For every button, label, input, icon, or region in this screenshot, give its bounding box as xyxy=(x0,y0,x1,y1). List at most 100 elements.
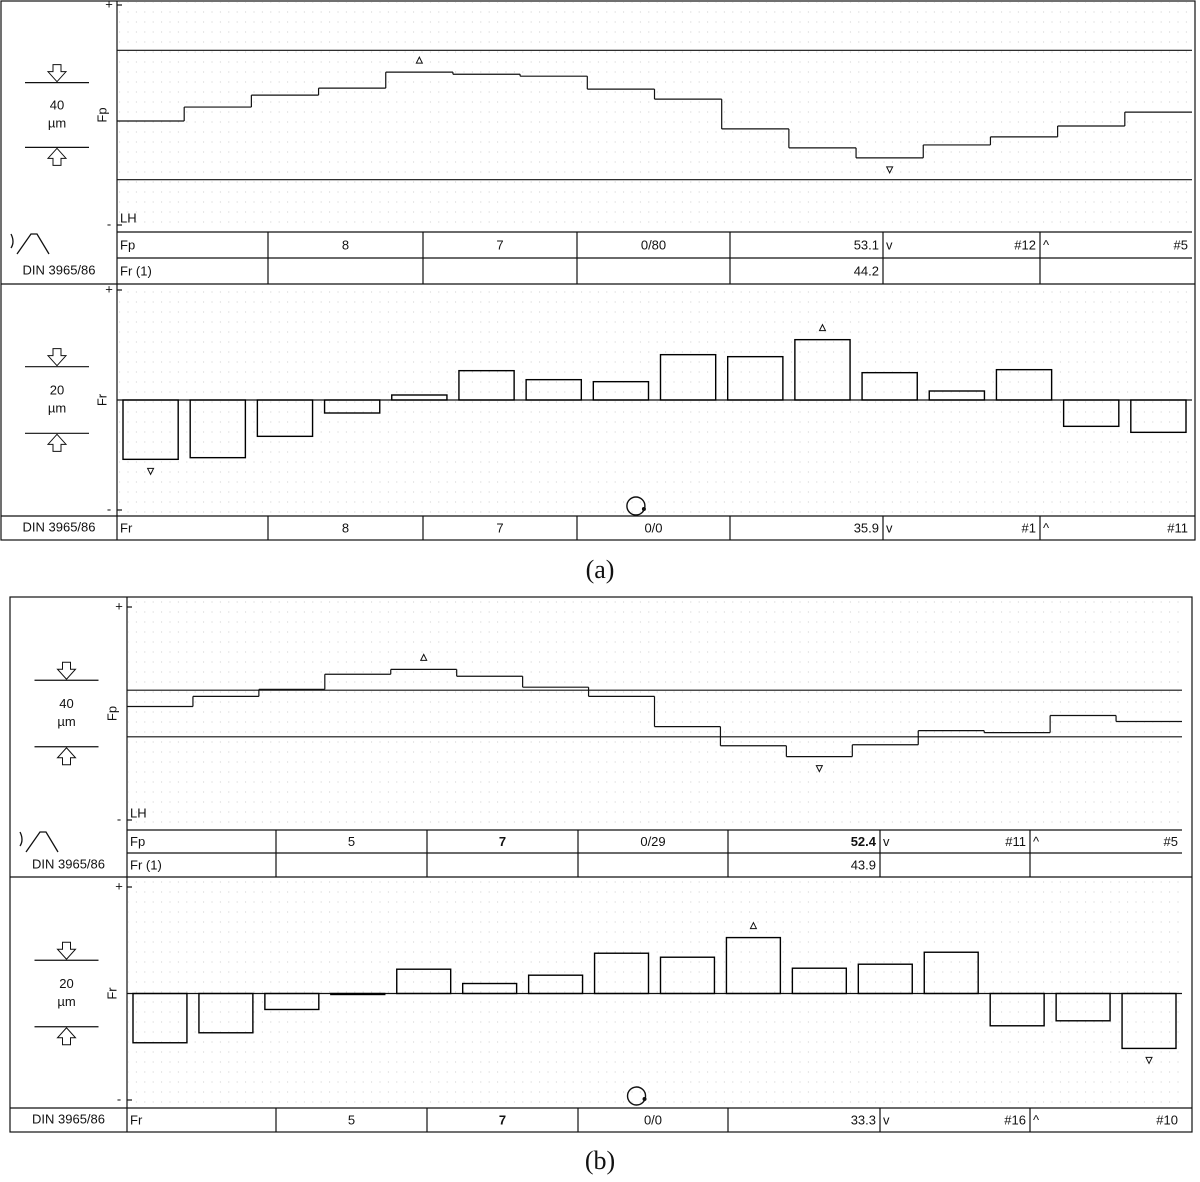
table-cell: 7 xyxy=(499,1112,506,1127)
table-cell: Fr xyxy=(120,520,133,535)
bar xyxy=(659,353,717,401)
table-cell: #1 xyxy=(1022,520,1036,535)
bar xyxy=(256,399,314,438)
panel-frame xyxy=(9,596,1193,1133)
scale-unit: µm xyxy=(48,115,66,130)
table-cell: 5 xyxy=(348,1112,355,1127)
scale-arrow xyxy=(56,747,77,766)
table-cell: Fr xyxy=(130,1112,143,1127)
bar xyxy=(725,936,782,995)
min-marker xyxy=(815,765,824,773)
scale-arrow xyxy=(46,64,68,83)
table-cell: #12 xyxy=(1014,237,1036,252)
standard-label: DIN 3965/86 xyxy=(32,856,105,871)
bar xyxy=(726,355,784,401)
table-cell: #11 xyxy=(1005,834,1026,849)
bar xyxy=(857,963,913,995)
panel-frame xyxy=(0,0,1196,541)
max-marker xyxy=(749,921,758,930)
bar xyxy=(1130,399,1187,434)
caption: (b) xyxy=(585,1146,615,1175)
max-marker xyxy=(419,653,428,661)
scale-value: 20 xyxy=(50,382,64,397)
bar xyxy=(198,992,254,1034)
scale-arrow xyxy=(56,941,77,960)
table-cell: 33.3 xyxy=(851,1112,876,1127)
scale-value: 40 xyxy=(50,97,64,112)
table-cell: 44.2 xyxy=(854,263,879,278)
axis-label: Fr xyxy=(94,393,109,406)
bar xyxy=(791,967,848,995)
table-cell: 0/0 xyxy=(644,520,662,535)
y-tick-label: + xyxy=(115,878,123,893)
axis-label: Fp xyxy=(94,107,109,122)
standard-label: DIN 3965/86 xyxy=(23,519,96,534)
caption: (a) xyxy=(586,555,615,584)
filter-symbol xyxy=(10,233,50,255)
table-cell: ^ xyxy=(1043,520,1050,535)
standard-label: DIN 3965/86 xyxy=(32,1111,105,1126)
table-cell: ^ xyxy=(1033,1112,1040,1127)
y-tick-label: - xyxy=(107,216,111,231)
bar xyxy=(396,968,452,995)
bar xyxy=(1055,992,1111,1022)
table-cell: ^ xyxy=(1033,834,1040,849)
rotation-arrow xyxy=(642,1097,647,1101)
min-marker xyxy=(1145,1056,1153,1065)
table-cell: Fr (1) xyxy=(130,857,162,872)
table-cell: Fp xyxy=(130,834,145,849)
y-tick-label: - xyxy=(117,811,121,826)
table-cell: 0/29 xyxy=(640,834,665,849)
max-marker xyxy=(818,323,827,332)
table-cell: 7 xyxy=(496,520,503,535)
table-cell: #5 xyxy=(1174,237,1188,252)
bar xyxy=(264,992,320,1011)
table-cell: #16 xyxy=(1004,1112,1026,1127)
bar xyxy=(928,390,986,401)
table-cell: 53.1 xyxy=(854,237,879,252)
table-cell: 0/0 xyxy=(644,1112,662,1127)
bar xyxy=(461,982,518,995)
bar xyxy=(1121,992,1177,1050)
table-cell: v xyxy=(886,520,893,535)
table-cell: v xyxy=(883,834,890,849)
bar xyxy=(458,369,515,401)
min-marker xyxy=(146,467,155,476)
table-cell: 7 xyxy=(499,834,506,849)
table-cell: 35.9 xyxy=(854,520,879,535)
bar xyxy=(189,399,247,459)
bar xyxy=(923,951,979,995)
bar xyxy=(330,992,386,996)
standard-label: DIN 3965/86 xyxy=(23,262,96,277)
dot-grid xyxy=(128,878,1181,1107)
rotation-symbol xyxy=(626,496,646,516)
bar xyxy=(132,992,188,1044)
scale-arrow xyxy=(46,147,68,166)
bar xyxy=(593,952,650,995)
bar xyxy=(323,399,381,414)
table-cell: #10 xyxy=(1156,1112,1178,1127)
bar xyxy=(794,338,851,401)
scale-value: 40 xyxy=(59,696,73,711)
axis-label: Fp xyxy=(104,706,119,721)
bar xyxy=(527,974,584,995)
min-marker xyxy=(885,166,894,174)
dot-grid xyxy=(118,2,1191,231)
table-cell: 52.4 xyxy=(851,834,877,849)
rotation-arrow xyxy=(641,507,646,511)
scale-arrow xyxy=(56,661,77,680)
y-tick-label: + xyxy=(105,281,113,296)
y-tick-label: - xyxy=(117,1091,121,1106)
table-cell: v xyxy=(883,1112,890,1127)
table-cell: ^ xyxy=(1043,237,1050,252)
filter-symbol xyxy=(19,831,59,853)
table-cell: 43.9 xyxy=(851,857,876,872)
bar xyxy=(122,399,179,461)
table-cell: 0/80 xyxy=(641,237,666,252)
scale-arrow xyxy=(46,348,68,367)
table-cell: #11 xyxy=(1167,520,1188,535)
table-cell: 7 xyxy=(496,237,503,252)
hand-label: LH xyxy=(120,210,137,225)
y-tick-label: + xyxy=(105,0,113,11)
